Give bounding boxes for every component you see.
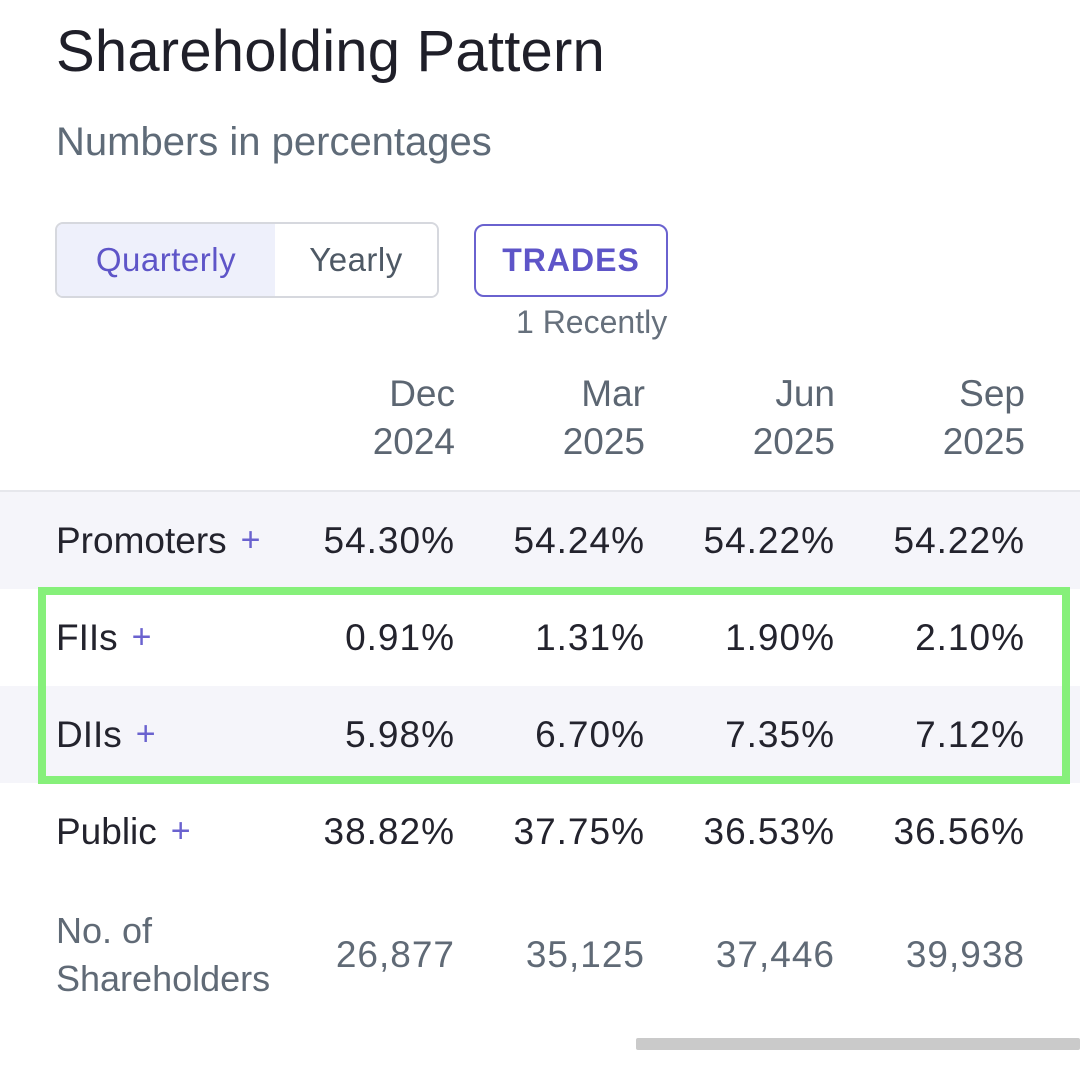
section-subtitle: Numbers in percentages: [56, 120, 492, 164]
table-cell: 36.53%: [703, 810, 835, 852]
table-cell: 1.31%: [535, 616, 645, 658]
table-cell: 54.30%: [323, 519, 455, 561]
row-label: Public +: [56, 783, 191, 880]
row-label-text: Public: [56, 810, 157, 852]
plus-icon[interactable]: +: [240, 521, 261, 559]
row-label: No. of Shareholders: [56, 880, 270, 1030]
plus-icon[interactable]: +: [135, 715, 156, 753]
table-cell: 36.56%: [893, 810, 1025, 852]
table-cell: 5.98%: [345, 713, 455, 755]
column-header-jun-2025: Jun 2025: [655, 370, 835, 466]
trades-recent-note: 1 Recently: [516, 304, 668, 340]
table-cell: 37.75%: [513, 810, 645, 852]
trades-button[interactable]: TRADES: [474, 224, 668, 297]
row-label-text: DIIs: [56, 713, 122, 755]
table-cell: 2.10%: [915, 616, 1025, 658]
plus-icon[interactable]: +: [131, 618, 152, 656]
column-header-month: Dec: [389, 373, 455, 414]
row-label-text: FIIs: [56, 616, 118, 658]
table-cell: 7.35%: [725, 713, 835, 755]
quarterly-toggle-button[interactable]: Quarterly: [57, 224, 275, 296]
column-header-mar-2025: Mar 2025: [465, 370, 645, 466]
plus-icon[interactable]: +: [170, 812, 191, 850]
table-cell: 26,877: [335, 934, 455, 975]
table-row-promoters[interactable]: Promoters + 54.30% 54.24% 54.22% 54.22%: [0, 492, 1080, 589]
table-cell: 38.82%: [323, 810, 455, 852]
table-row-fiis[interactable]: FIIs + 0.91% 1.31% 1.90% 2.10%: [0, 589, 1080, 686]
table-cell: 6.70%: [535, 713, 645, 755]
column-header-year: 2025: [942, 421, 1025, 462]
horizontal-scrollbar[interactable]: [636, 1038, 1080, 1050]
column-header-month: Sep: [959, 373, 1025, 414]
row-label-text: Shareholders: [56, 958, 271, 999]
column-header-dec-2024: Dec 2024: [275, 370, 455, 466]
row-label: DIIs +: [56, 686, 156, 783]
table-row-diis[interactable]: DIIs + 5.98% 6.70% 7.35% 7.12%: [0, 686, 1080, 783]
row-label: Promoters +: [56, 492, 261, 589]
row-label: FIIs +: [56, 589, 152, 686]
section-title: Shareholding Pattern: [56, 19, 605, 84]
table-cell: 39,938: [905, 934, 1025, 975]
column-header-month: Mar: [581, 373, 645, 414]
yearly-toggle-button[interactable]: Yearly: [275, 224, 437, 296]
table-row-public[interactable]: Public + 38.82% 37.75% 36.53% 36.56%: [0, 783, 1080, 880]
table-cell: 1.90%: [725, 616, 835, 658]
table-row-shareholders: No. of Shareholders 26,877 35,125 37,446…: [0, 880, 1080, 1030]
table-cell: 54.24%: [513, 519, 645, 561]
row-label-text: Promoters: [56, 519, 227, 561]
header-divider: [0, 490, 1080, 492]
table-cell: 54.22%: [893, 519, 1025, 561]
column-header-month: Jun: [775, 373, 835, 414]
column-header-year: 2024: [372, 421, 455, 462]
table-cell: 35,125: [525, 934, 645, 975]
column-header-year: 2025: [562, 421, 645, 462]
table-cell: 0.91%: [345, 616, 455, 658]
table-cell: 7.12%: [915, 713, 1025, 755]
row-label-text: No. of: [56, 910, 153, 951]
table-cell: 37,446: [715, 934, 835, 975]
column-header-sep-2025: Sep 2025: [845, 370, 1025, 466]
period-toggle: Quarterly Yearly: [55, 222, 439, 298]
column-header-year: 2025: [752, 421, 835, 462]
table-cell: 54.22%: [703, 519, 835, 561]
